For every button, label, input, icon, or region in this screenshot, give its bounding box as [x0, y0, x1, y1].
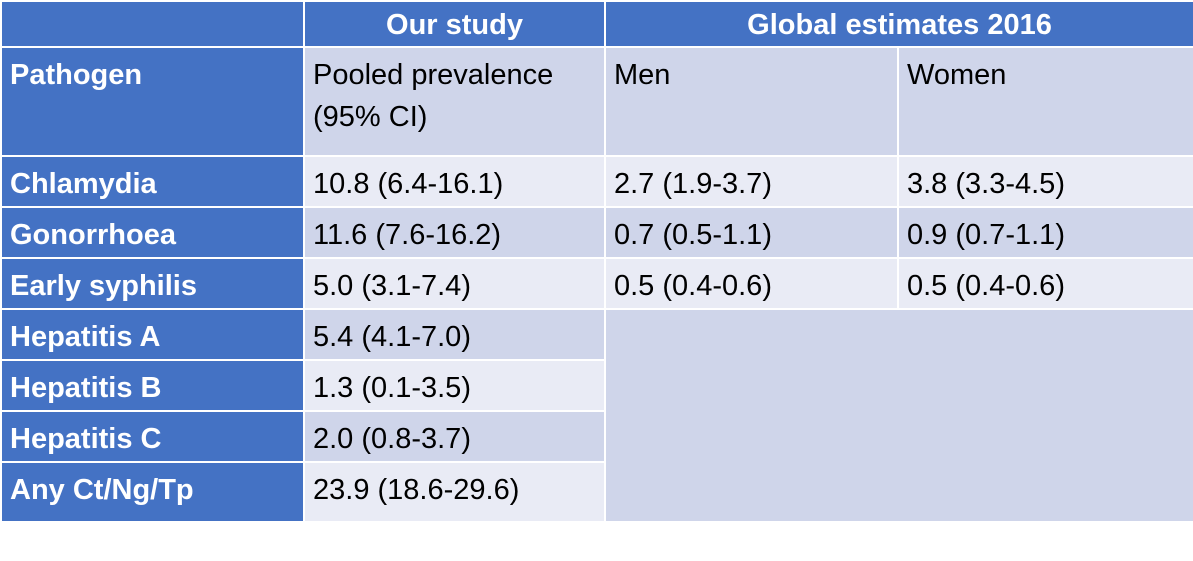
data-cell: 23.9 (18.6-29.6): [303, 461, 606, 523]
data-row: Hepatitis A 5.4 (4.1-7.0): [0, 308, 1193, 523]
row-label: Gonorrhoea: [0, 206, 305, 259]
data-cell: 11.6 (7.6-16.2): [303, 206, 606, 259]
row-label: Hepatitis A: [0, 308, 305, 361]
prevalence-table: Our study Global estimates 2016 Pathogen Po…: [0, 0, 1193, 523]
table-body: Chlamydia 10.8 (6.4-16.1) 2.7 (1.9-3.7) 3.8…: [0, 155, 1193, 523]
data-cell: 2.7 (1.9-3.7): [604, 155, 899, 208]
corner-cell: [0, 0, 305, 48]
data-cell: 5.4 (4.1-7.0): [303, 308, 606, 361]
data-cell: 0.9 (0.7-1.1): [897, 206, 1193, 259]
data-cell: 0.5 (0.4-0.6): [897, 257, 1193, 310]
data-cell: 0.5 (0.4-0.6): [604, 257, 899, 310]
data-row: Chlamydia 10.8 (6.4-16.1) 2.7 (1.9-3.7) 3.8…: [0, 155, 1193, 208]
empty-merged-cell: [604, 308, 1193, 523]
row-label: Hepatitis C: [0, 410, 305, 463]
data-row: Hepatitis B 1.3 (0.1-3.5): [0, 359, 1193, 412]
group-header: Global estimates 2016: [604, 0, 1193, 48]
table-header: Our study Global estimates 2016 Pathogen Po…: [0, 0, 1193, 157]
data-row: Early syphilis 5.0 (3.1-7.4) 0.5 (0.4-0.6)…: [0, 257, 1193, 310]
data-cell: 0.7 (0.5-1.1): [604, 206, 899, 259]
row-label: Any Ct/Ng/Tp: [0, 461, 305, 523]
row-label: Chlamydia: [0, 155, 305, 208]
data-row: Any Ct/Ng/Tp 23.9 (18.6-29.6): [0, 461, 1193, 523]
data-cell: 3.8 (3.3-4.5): [897, 155, 1193, 208]
column-header: Pooled prevalence (95% CI): [303, 46, 606, 157]
data-row: Hepatitis C 2.0 (0.8-3.7): [0, 410, 1193, 463]
column-header: Pathogen: [0, 46, 305, 157]
group-row: Our study Global estimates 2016: [0, 0, 1193, 48]
column-header: Men: [604, 46, 899, 157]
column-row: Pathogen Pooled prevalence (95% CI) Men Wom…: [0, 46, 1193, 157]
column-header: Women: [897, 46, 1193, 157]
data-cell: 2.0 (0.8-3.7): [303, 410, 606, 463]
data-cell: 10.8 (6.4-16.1): [303, 155, 606, 208]
group-header: Our study: [303, 0, 606, 48]
data-row: Gonorrhoea 11.6 (7.6-16.2) 0.7 (0.5-1.1) 0.…: [0, 206, 1193, 259]
row-label: Early syphilis: [0, 257, 305, 310]
data-cell: 5.0 (3.1-7.4): [303, 257, 606, 310]
data-cell: 1.3 (0.1-3.5): [303, 359, 606, 412]
row-label: Hepatitis B: [0, 359, 305, 412]
